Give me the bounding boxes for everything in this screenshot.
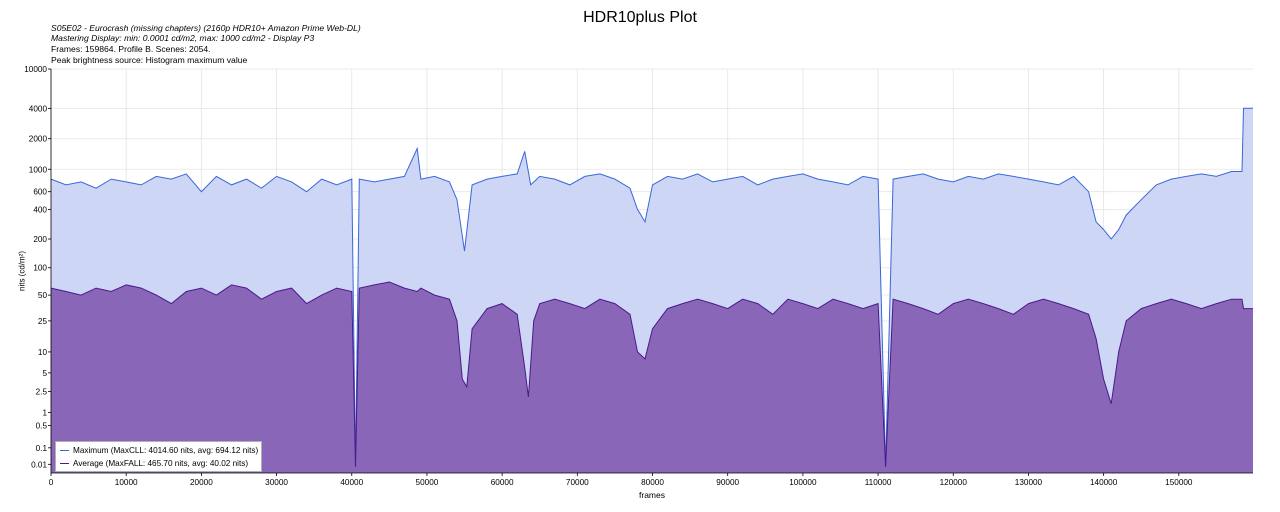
legend-swatch-maximum	[60, 450, 69, 451]
x-tick-label: 10000	[115, 478, 138, 487]
y-tick-label: 0.01	[31, 460, 47, 469]
x-tick-label: 100000	[789, 478, 817, 487]
y-tick-label: 25	[38, 317, 48, 326]
legend-item-maximum: Maximum (MaxCLL: 4014.60 nits, avg: 694.…	[60, 446, 258, 455]
axes	[50, 69, 1253, 474]
x-tick-label: 90000	[716, 478, 739, 487]
info-line-peak-source: Peak brightness source: Histogram maximu…	[51, 55, 248, 65]
x-axis-label: frames	[639, 490, 665, 500]
y-tick-label: 0.1	[36, 444, 48, 453]
x-tick-label: 130000	[1015, 478, 1043, 487]
x-tick-label: 50000	[416, 478, 439, 487]
line-average	[50, 281, 1253, 467]
y-tick-label: 1000	[29, 165, 48, 174]
series-average	[50, 281, 1253, 473]
chart-title: HDR10plus Plot	[583, 9, 697, 26]
x-tick-label: 110000	[865, 478, 892, 487]
x-tick-label: 120000	[940, 478, 968, 487]
y-tick-label: 1	[42, 408, 47, 417]
x-tick-label: 70000	[566, 478, 589, 487]
line-maximum	[50, 107, 1253, 467]
legend: Maximum (MaxCLL: 4014.60 nits, avg: 694.…	[55, 441, 262, 472]
y-tick-label: 50	[38, 291, 48, 300]
y-tick-label: 600	[33, 188, 47, 197]
legend-item-average: Average (MaxFALL: 465.70 nits, avg: 40.0…	[60, 459, 248, 468]
y-tick-label: 100	[33, 264, 47, 273]
y-tick-label: 2000	[29, 135, 48, 144]
x-tick-label: 30000	[265, 478, 288, 487]
y-axis-ticks: 0.01 0.1 0.5 1 2.5 5 10 25 50 100 200 400 600 1000 200…	[24, 65, 51, 469]
y-tick-label: 200	[33, 235, 47, 244]
x-tick-label: 60000	[491, 478, 514, 487]
y-tick-label: 400	[33, 205, 47, 214]
info-line-frames: Frames: 159864. Profile B. Scenes: 2054.	[51, 44, 211, 54]
y-tick-label: 2.5	[36, 387, 48, 396]
y-tick-label: 0.5	[36, 422, 48, 431]
legend-swatch-average	[60, 463, 69, 464]
y-tick-label: 4000	[29, 104, 48, 113]
x-tick-label: 150000	[1165, 478, 1193, 487]
info-line-title: S05E02 - Eurocrash (missing chapters) (2…	[51, 23, 361, 33]
x-axis-ticks: 0 10000 20000 30000 40000 50000 60000 70000 8000…	[49, 473, 1193, 487]
area-average	[51, 282, 1253, 473]
y-tick-label: 10	[38, 348, 48, 357]
y-tick-label: 5	[42, 369, 47, 378]
x-tick-label: 80000	[641, 478, 664, 487]
info-line-mastering: Mastering Display: min: 0.0001 cd/m2, ma…	[51, 33, 315, 43]
x-tick-label: 140000	[1090, 478, 1118, 487]
y-tick-label: 10000	[24, 65, 47, 74]
x-tick-label: 20000	[190, 478, 213, 487]
x-tick-label: 0	[49, 478, 54, 487]
y-axis-label: nits (cd/m²)	[17, 251, 27, 291]
x-tick-label: 40000	[340, 478, 363, 487]
legend-label-average: Average (MaxFALL: 465.70 nits, avg: 40.0…	[73, 459, 249, 468]
legend-label-maximum: Maximum (MaxCLL: 4014.60 nits, avg: 694.…	[73, 446, 259, 455]
